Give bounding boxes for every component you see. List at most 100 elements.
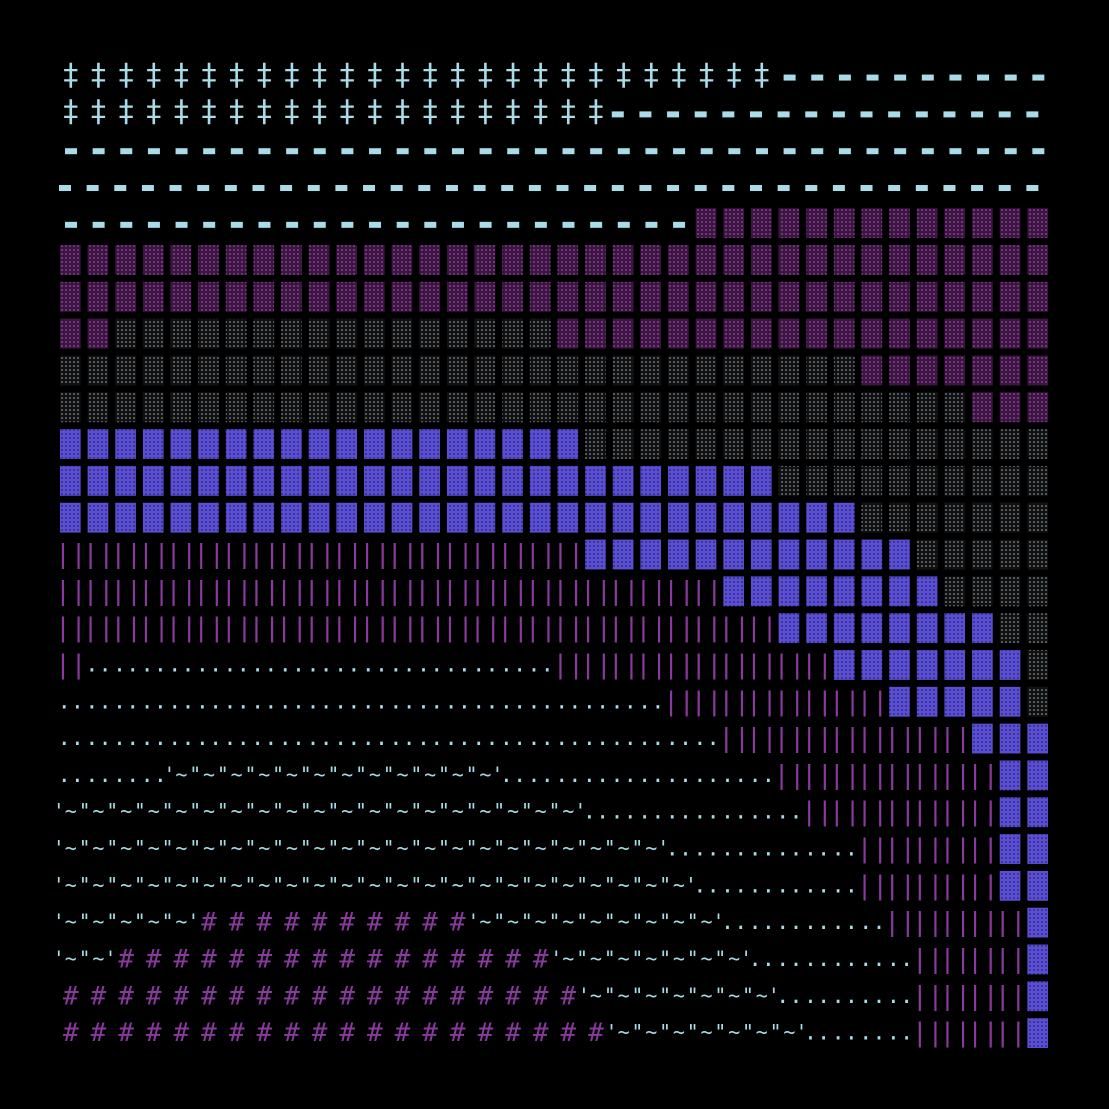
- dotted-block: [833, 355, 855, 386]
- dotted-block: [336, 465, 358, 496]
- cross-glyph: ‡: [283, 58, 301, 93]
- cross-glyph: ‡: [117, 58, 135, 93]
- dash: [252, 185, 265, 192]
- dotted-block: [253, 502, 275, 533]
- cross-glyph: ‡: [172, 58, 190, 93]
- bars-glyph: ||: [857, 834, 888, 864]
- dots-glyph: ..: [500, 763, 527, 788]
- wave-glyph: '~': [661, 1020, 697, 1044]
- dotted-block: [474, 502, 496, 533]
- bars-glyph: ||: [608, 613, 639, 643]
- wave-glyph: '~': [661, 910, 697, 934]
- wave-glyph: '~': [108, 799, 144, 823]
- dotted-block: [750, 318, 772, 349]
- dotted-block: [833, 650, 855, 680]
- dotted-block: [999, 797, 1021, 828]
- bars-glyph: ||: [470, 576, 501, 606]
- dotted-block: [364, 281, 385, 312]
- dash: [120, 148, 133, 155]
- dotted-block: [198, 429, 219, 459]
- bars-glyph: ||: [470, 613, 501, 643]
- dots-glyph: ..: [445, 689, 472, 714]
- dash: [639, 185, 652, 192]
- dots-glyph: ..: [804, 947, 831, 972]
- dotted-block: [446, 281, 468, 312]
- dotted-block: [806, 539, 827, 570]
- dots-glyph: ..: [362, 652, 389, 677]
- dash: [777, 111, 790, 118]
- bars-glyph: ||: [663, 650, 694, 680]
- dotted-block: [115, 429, 136, 459]
- hash-glyph: #: [229, 1018, 245, 1048]
- dotted-block: [170, 355, 192, 386]
- dotted-block: [916, 429, 938, 459]
- dotted-block: [308, 502, 330, 533]
- dotted-block: [281, 502, 302, 533]
- dotted-block: [806, 429, 827, 459]
- wave-glyph: '~': [384, 799, 420, 823]
- wave-glyph: '~': [163, 836, 199, 860]
- dotted-block: [944, 429, 966, 459]
- dotted-block: [253, 281, 275, 312]
- dotted-block: [668, 392, 689, 423]
- hash-glyph: #: [201, 981, 217, 1011]
- dotted-block: [308, 355, 330, 386]
- bars-glyph: ||: [995, 944, 1026, 974]
- dash: [59, 185, 71, 192]
- hash-glyph: #: [284, 908, 300, 938]
- dots-glyph: ..: [610, 689, 637, 714]
- dotted-block: [999, 760, 1021, 791]
- dots-glyph: ..: [887, 1021, 914, 1046]
- bars-glyph: ||: [912, 834, 943, 864]
- wave-glyph: '~': [633, 946, 669, 970]
- wave-glyph: '~': [606, 946, 642, 970]
- dotted-block: [889, 576, 910, 607]
- wave-glyph: '~': [467, 873, 503, 897]
- wave-glyph: '~': [357, 873, 393, 897]
- dotted-block: [391, 281, 413, 312]
- wave-glyph: '~': [246, 762, 282, 786]
- dots-glyph: ..: [334, 726, 361, 751]
- bars-glyph: ||: [801, 687, 832, 717]
- dotted-block: [999, 355, 1021, 386]
- hash-glyph: #: [256, 981, 272, 1011]
- bars-glyph: ||: [746, 724, 777, 754]
- dotted-block: [972, 686, 993, 717]
- dotted-block: [446, 318, 468, 349]
- dotted-block: [833, 429, 855, 459]
- dotted-block: [419, 281, 440, 312]
- dotted-block: [889, 355, 910, 386]
- dotted-block: [336, 318, 358, 349]
- cross-glyph: ‡: [228, 95, 246, 130]
- dash: [1032, 74, 1045, 81]
- wave-glyph: '~': [606, 1020, 642, 1044]
- hash-glyph: #: [146, 944, 162, 974]
- dash: [175, 148, 188, 155]
- bars-glyph: ||: [608, 576, 639, 606]
- dotted-block: [806, 465, 827, 496]
- dots-glyph: ..: [666, 800, 693, 825]
- dotted-block: [557, 355, 579, 386]
- dots-glyph: ..: [251, 652, 278, 677]
- dotted-block: [1027, 429, 1048, 459]
- bars-glyph: ||: [663, 687, 694, 717]
- dots-glyph: ..: [859, 910, 886, 935]
- wave-glyph: '~': [108, 873, 144, 897]
- bars-glyph: ||: [636, 576, 667, 606]
- dots-glyph: ..: [140, 763, 167, 788]
- hash-glyph: #: [478, 1018, 494, 1048]
- dash: [998, 185, 1011, 192]
- dotted-block: [972, 613, 993, 644]
- dotted-block: [833, 576, 855, 607]
- cross-glyph: ‡: [338, 95, 356, 130]
- dotted-block: [308, 318, 330, 349]
- bars-glyph: ||: [829, 760, 860, 790]
- dots-glyph: ..: [859, 1021, 886, 1046]
- bars-glyph: ||: [691, 687, 722, 717]
- dotted-block: [446, 245, 468, 275]
- bars-glyph: ||: [774, 650, 805, 680]
- dash: [860, 185, 873, 192]
- dotted-block: [972, 281, 993, 312]
- dotted-block: [364, 245, 385, 275]
